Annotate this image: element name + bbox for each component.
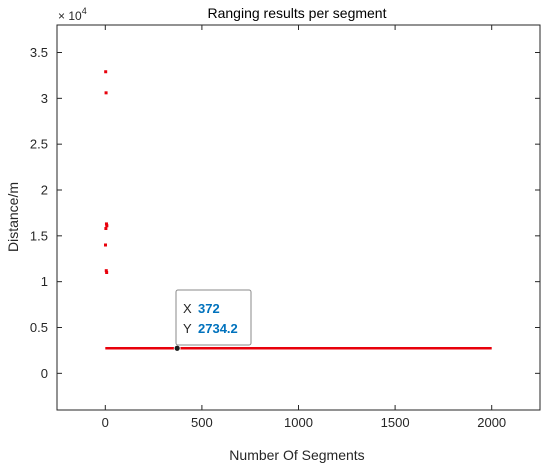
y-tick-label: 0 — [41, 366, 48, 381]
y-tick-label: 1 — [41, 274, 48, 289]
x-tick-label: 1000 — [284, 415, 313, 430]
tick-layer: 0 500 1000 1500 2000 0 0.5 1 1.5 2 2.5 3 3.5 — [30, 25, 540, 430]
x-axis-label: Number Of Segments — [229, 447, 364, 463]
datatip-marker[interactable] — [173, 344, 181, 352]
y-tick-label: 3 — [41, 91, 48, 106]
data-point — [105, 271, 109, 274]
x-tick-label: 1500 — [381, 415, 410, 430]
datatip[interactable]: X 372 Y 2734.2 — [175, 289, 252, 346]
x-tick-label: 500 — [191, 415, 213, 430]
y-tick-label: 0.5 — [30, 320, 48, 335]
axes-box — [56, 24, 541, 411]
chart-title: Ranging results per segment — [208, 5, 387, 21]
data-point — [105, 224, 109, 228]
y-tick-label: 2 — [41, 183, 48, 198]
y-tick-label: 3.5 — [30, 45, 48, 60]
data-point — [104, 70, 108, 74]
datatip-box — [175, 289, 252, 346]
plot-layer — [103, 70, 492, 352]
data-point — [104, 269, 108, 273]
y-tick-label: 2.5 — [30, 137, 48, 152]
y-axis-label: Distance/m — [5, 182, 21, 252]
y-exponent-label: × 104 — [58, 6, 87, 23]
datatip-y-key: Y — [183, 321, 192, 336]
data-point — [104, 91, 108, 95]
data-point — [104, 222, 108, 226]
datatip-x-key: X — [183, 301, 192, 316]
x-tick-label: 2000 — [477, 415, 506, 430]
data-point — [103, 243, 107, 247]
data-point — [104, 227, 108, 230]
datatip-x-value: 372 — [198, 301, 220, 316]
datatip-y-value: 2734.2 — [198, 321, 238, 336]
x-tick-label: 0 — [102, 415, 109, 430]
y-tick-label: 1.5 — [30, 228, 48, 243]
